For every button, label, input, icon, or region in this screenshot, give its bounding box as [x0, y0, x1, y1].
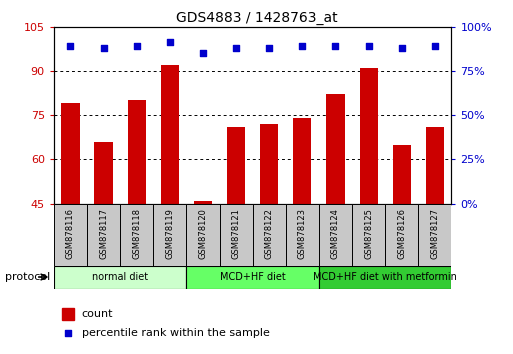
Point [64, 330, 72, 336]
Bar [186, 266, 319, 289]
Bar [54, 204, 87, 266]
Bar [385, 204, 418, 266]
Bar [352, 204, 385, 266]
Text: GSM878123: GSM878123 [298, 208, 307, 259]
Point [232, 45, 240, 51]
Point [431, 43, 439, 49]
Bar [360, 68, 378, 204]
Bar [286, 204, 319, 266]
Bar [120, 204, 153, 266]
Point [365, 43, 373, 49]
Text: MCD+HF diet with metformin: MCD+HF diet with metformin [313, 272, 457, 282]
Bar [186, 204, 220, 266]
Bar [293, 118, 311, 204]
Text: GDS4883 / 1428763_at: GDS4883 / 1428763_at [175, 11, 338, 25]
Bar [153, 204, 186, 266]
Point [132, 43, 141, 49]
Point [100, 45, 108, 51]
Bar [94, 142, 113, 204]
Bar [54, 266, 186, 289]
Bar [161, 65, 179, 204]
Bar [426, 127, 444, 204]
Text: percentile rank within the sample: percentile rank within the sample [82, 328, 269, 338]
Text: MCD+HF diet: MCD+HF diet [220, 272, 286, 282]
Text: GSM878127: GSM878127 [430, 208, 439, 259]
Bar [128, 100, 146, 204]
Bar [260, 124, 279, 204]
Bar [62, 103, 80, 204]
Text: protocol: protocol [5, 272, 50, 282]
Bar [326, 95, 345, 204]
Bar [227, 127, 245, 204]
Text: GSM878120: GSM878120 [199, 208, 207, 259]
Text: GSM878125: GSM878125 [364, 208, 373, 259]
Bar [252, 204, 286, 266]
Text: GSM878122: GSM878122 [265, 208, 274, 259]
Bar [87, 204, 120, 266]
Bar [392, 144, 411, 204]
Point [199, 50, 207, 56]
Bar [319, 204, 352, 266]
Text: GSM878119: GSM878119 [165, 208, 174, 259]
Bar [418, 204, 451, 266]
Point [166, 40, 174, 45]
Point [66, 43, 74, 49]
Point [265, 45, 273, 51]
Bar [194, 201, 212, 204]
Point [298, 43, 306, 49]
Text: GSM878117: GSM878117 [99, 208, 108, 259]
Text: GSM878124: GSM878124 [331, 208, 340, 259]
Text: GSM878116: GSM878116 [66, 208, 75, 259]
Text: GSM878121: GSM878121 [231, 208, 241, 259]
Text: GSM878126: GSM878126 [397, 208, 406, 259]
Text: GSM878118: GSM878118 [132, 208, 141, 259]
Point [331, 43, 340, 49]
Bar [319, 266, 451, 289]
Text: count: count [82, 309, 113, 319]
Point [398, 45, 406, 51]
Text: normal diet: normal diet [92, 272, 148, 282]
Bar [62, 308, 74, 320]
Bar [220, 204, 252, 266]
